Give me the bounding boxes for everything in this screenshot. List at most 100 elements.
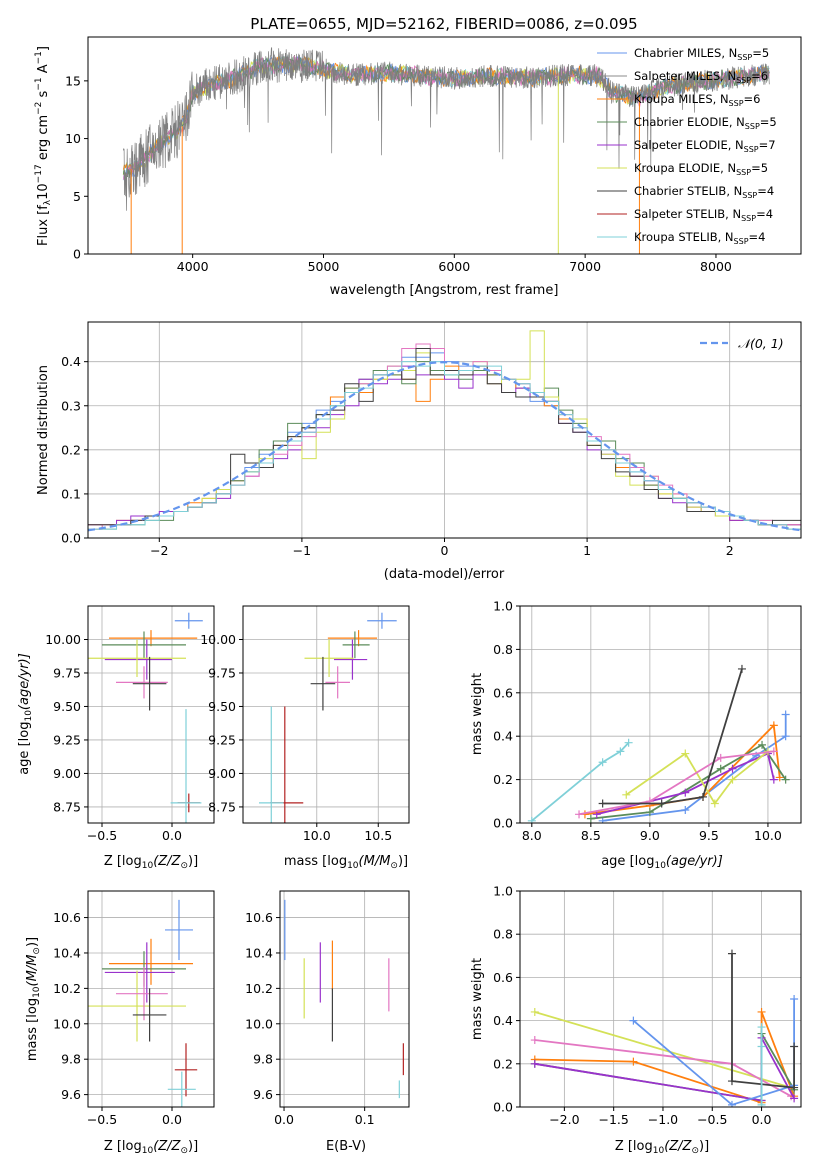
residual-panel: −2 −1 0 1 2 0.0 0.1 0.2 0.3 0.4 𝒩(0, 1) (data-mode…	[36, 321, 802, 582]
x-tick-label: 8.5	[581, 828, 601, 843]
y-tick-label: 10.0	[53, 1016, 81, 1031]
x-tick-label: 0.0	[162, 828, 182, 843]
errorbar-point	[109, 938, 193, 985]
y-tick-label: 0.0	[493, 1100, 513, 1115]
errorbar-point	[310, 656, 336, 711]
series-marker	[757, 1023, 766, 1032]
series-marker	[769, 721, 778, 730]
series-marker	[727, 1100, 736, 1107]
series-line	[602, 668, 743, 805]
errorbar-point	[304, 639, 354, 677]
y-tick-label: 0.2	[493, 1056, 513, 1071]
series-line	[578, 750, 774, 816]
series-marker	[624, 738, 633, 747]
x-tick-label: −2.0	[549, 1112, 579, 1127]
mass-vs-z-panel: −0.5 0.0 9.6 9.8 10.0 10.2 10.4 10.6	[53, 890, 215, 1127]
axes-frame	[87, 605, 215, 824]
y-tick-label: 8.75	[53, 799, 81, 814]
series-marker	[530, 1059, 539, 1068]
x-tick-label: −2	[150, 543, 168, 558]
weight-vs-z-panel: −2.0 −1.5 −1.0 −0.5 0.0 0.0 0.2 0.4 0.6 0.8 1.0	[493, 884, 802, 1127]
series-marker	[716, 753, 725, 762]
errorbar-point	[258, 706, 284, 823]
y-tick-label: 9.6	[253, 1087, 273, 1102]
series-line	[534, 1030, 795, 1102]
mass-z-ylabel: mass [log10(M/M⊙)]	[25, 937, 42, 1061]
spectrum-plot-area: 4000 5000 6000 7000 8000 0 5 10 15 Chabrier MILES…	[65, 36, 802, 274]
y-tick-label: 1.0	[493, 884, 513, 899]
x-tick-label: 5000	[308, 259, 340, 274]
series-marker	[710, 799, 719, 808]
errorbar-point	[104, 639, 172, 680]
x-tick-label: 9.0	[640, 828, 660, 843]
y-tick-label: 10.6	[53, 910, 81, 925]
y-tick-label: 9.00	[53, 766, 81, 781]
x-tick-label: 10.0	[754, 828, 782, 843]
y-tick-label: 10.00	[45, 632, 81, 647]
series-marker	[530, 1007, 539, 1016]
x-tick-label: −1.5	[598, 1112, 628, 1127]
age-z-ylabel: age [log10(age/yr)]	[17, 653, 34, 775]
mass-vs-ebv-panel: 0.0 0.1 9.6 9.8 10.0 10.2 10.4 10.6	[245, 890, 410, 1127]
x-tick-label: 0.0	[162, 1112, 182, 1127]
x-tick-label: −0.5	[87, 1112, 117, 1127]
series-marker	[775, 773, 784, 782]
x-tick-label: 9.5	[699, 828, 719, 843]
y-tick-label: 0.2	[493, 772, 513, 787]
x-tick-label: 0.0	[752, 1112, 772, 1127]
series-marker	[575, 810, 584, 819]
errorbar-point	[325, 666, 350, 699]
series-line	[596, 752, 775, 816]
x-tick-label: 0.0	[274, 1112, 294, 1127]
series-marker	[598, 758, 607, 767]
y-tick-label: 0.4	[493, 1013, 513, 1028]
weight-z-xlabel: Z [log10(Z/Z⊙)]	[615, 1139, 709, 1156]
series-marker	[699, 792, 708, 801]
y-tick-label: 10	[65, 131, 81, 146]
errorbar-point	[104, 942, 175, 1003]
errorbar-point	[327, 630, 378, 647]
y-tick-label: 9.6	[61, 1087, 81, 1102]
errorbar-point	[367, 612, 397, 629]
y-tick-label: 0.2	[61, 442, 81, 457]
x-tick-label: 7000	[569, 259, 601, 274]
axes-frame	[87, 890, 215, 1108]
series-marker	[629, 1016, 638, 1025]
series-marker	[737, 664, 746, 673]
y-tick-label: 0.6	[493, 970, 513, 985]
series-marker	[790, 1083, 799, 1092]
x-tick-label: 4000	[177, 259, 209, 274]
y-tick-label: 0.0	[493, 816, 513, 831]
series-marker	[530, 1036, 539, 1045]
legend-entry: Salpeter STELIB, NSSP=4	[634, 207, 773, 223]
errorbar-point	[88, 639, 186, 677]
axes-frame	[87, 36, 802, 255]
series-marker	[598, 799, 607, 808]
series-marker	[645, 808, 654, 817]
histogram-step	[88, 361, 801, 538]
legend-entry: Chabrier STELIB, NSSP=4	[634, 184, 774, 200]
age-vs-mass-panel: 10.0 10.5 8.75 9.00 9.25 9.50 9.75 10.00	[200, 605, 410, 843]
weight-age-xlabel: age [log10(age/yr)]	[601, 854, 723, 871]
x-tick-label: 0	[441, 543, 449, 558]
series-marker	[727, 1077, 736, 1086]
series-marker	[616, 747, 625, 756]
weight-age-ylabel: mass weight	[470, 673, 485, 755]
series-marker	[727, 949, 736, 958]
spectrum-legend: Chabrier MILES, NSSP=5 Salpeter MILES, NS…	[597, 46, 777, 246]
errorbar-point	[174, 612, 203, 629]
y-tick-label: 5	[73, 189, 81, 204]
spectrum-panel: PLATE=0655, MJD=52162, FIBERID=0086, z=0…	[34, 15, 802, 298]
y-tick-label: 1.0	[493, 599, 513, 614]
axes-frame	[242, 605, 410, 824]
series-marker	[781, 732, 790, 741]
axes-frame	[519, 890, 802, 1108]
age-z-xlabel: Z [log10(Z/Z⊙)]	[104, 854, 198, 871]
series-marker	[790, 995, 799, 1003]
series-marker	[586, 814, 595, 823]
y-tick-label: 9.8	[253, 1052, 273, 1067]
series-marker	[681, 749, 690, 758]
weight-z-ylabel: mass weight	[470, 958, 485, 1040]
y-tick-label: 10.6	[245, 910, 273, 925]
y-tick-label: 10.2	[53, 981, 81, 996]
